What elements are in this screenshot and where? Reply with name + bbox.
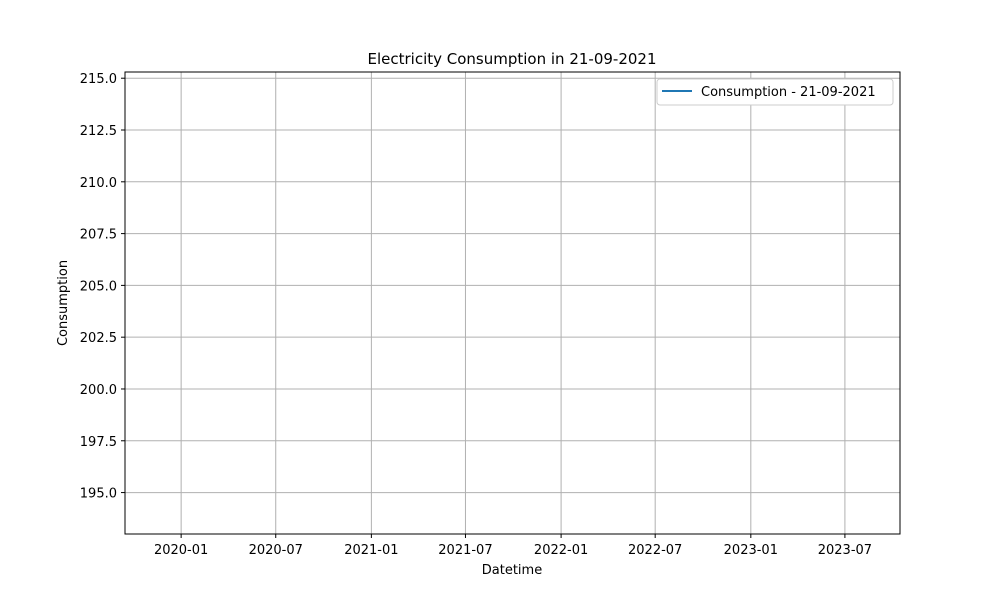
x-tick-label: 2020-07 [249,543,303,558]
y-axis-ticks: 195.0 197.5 200.0 202.5 205.0 207.5 210.0 212.5… [80,72,125,502]
y-tick-label: 212.5 [80,124,117,139]
y-tick-label: 205.0 [80,279,117,294]
x-tick-label: 2021-01 [344,543,398,558]
x-axis-label: Datetime [482,563,542,578]
x-tick-label: 2022-01 [534,543,588,558]
legend-label: Consumption - 21-09-2021 [701,85,876,100]
x-tick-label: 2023-07 [818,543,872,558]
y-tick-label: 207.5 [80,228,117,243]
x-tick-label: 2021-07 [438,543,492,558]
y-tick-label: 215.0 [80,72,117,87]
x-tick-label: 2022-07 [628,543,682,558]
y-tick-label: 195.0 [80,487,117,502]
y-tick-label: 210.0 [80,176,117,191]
y-tick-label: 202.5 [80,331,117,346]
y-tick-label: 200.0 [80,383,117,398]
x-tick-label: 2023-01 [724,543,778,558]
y-tick-label: 197.5 [80,435,117,450]
grid [125,72,900,534]
plot-frame [124,71,901,535]
y-axis-label: Consumption [56,260,71,346]
x-tick-label: 2020-01 [154,543,208,558]
x-axis-ticks: 2020-01 2020-07 2021-01 2021-07 2022-01 2022-… [154,534,872,558]
legend: Consumption - 21-09-2021 [656,78,894,106]
chart-title: Electricity Consumption in 21-09-2021 [367,50,656,68]
legend-box [656,78,894,106]
